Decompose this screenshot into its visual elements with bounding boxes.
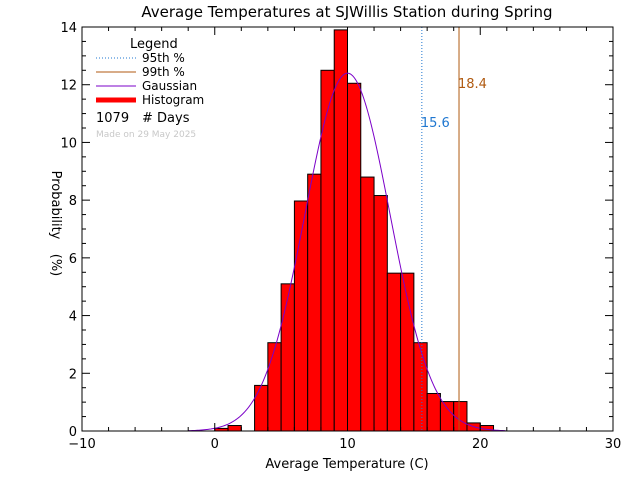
histogram-bar bbox=[307, 173, 322, 432]
legend-entry-label: Histogram bbox=[142, 93, 204, 107]
legend-entry-label: 95th % bbox=[142, 51, 185, 65]
day-count-value: 1079 bbox=[96, 111, 129, 126]
percentile-99-label: 18.4 bbox=[458, 77, 487, 92]
gaussian-curve bbox=[188, 72, 506, 432]
legend-entry-label: Gaussian bbox=[142, 79, 197, 93]
y-axis-unit-label: (%) bbox=[48, 254, 63, 277]
legend-entry-label: 99th % bbox=[142, 65, 185, 79]
y-tick-label: 10 bbox=[60, 136, 77, 151]
y-tick-label: 0 bbox=[69, 425, 77, 440]
legend-title: Legend bbox=[130, 37, 178, 52]
made-on-note: Made on 29 May 2025 bbox=[96, 130, 196, 140]
y-tick-label: 4 bbox=[69, 310, 77, 325]
histogram-bar bbox=[227, 425, 242, 432]
histogram-bars bbox=[214, 29, 495, 432]
histogram-bar bbox=[453, 401, 468, 432]
y-tick-label: 12 bbox=[60, 79, 77, 94]
histogram-bar bbox=[426, 392, 441, 432]
histogram-bar bbox=[267, 342, 282, 432]
histogram-bar bbox=[333, 29, 349, 432]
y-tick-label: 8 bbox=[69, 194, 77, 209]
histogram-bar bbox=[413, 342, 428, 432]
y-axis-label: Probability bbox=[48, 171, 63, 240]
histogram-bar bbox=[439, 401, 455, 432]
histogram-bar bbox=[373, 195, 388, 432]
overlay-lines: 15.6 18.4 bbox=[188, 27, 506, 432]
histogram-bar bbox=[280, 283, 295, 432]
y-tick-label: 2 bbox=[69, 367, 77, 382]
x-tick-label: 30 bbox=[605, 437, 622, 452]
y-tick-label: 6 bbox=[69, 252, 77, 267]
histogram-bar bbox=[360, 176, 375, 432]
day-count-label: # Days bbox=[142, 111, 190, 126]
percentile-95-label: 15.6 bbox=[421, 116, 450, 131]
x-tick-label: 10 bbox=[339, 437, 356, 452]
histogram-bar bbox=[320, 69, 335, 432]
x-tick-label: −10 bbox=[68, 437, 95, 452]
chart-title: Average Temperatures at SJWillis Station… bbox=[141, 3, 552, 21]
x-tick-label: 20 bbox=[472, 437, 489, 452]
x-tick-label: 0 bbox=[211, 437, 219, 452]
histogram-bar bbox=[347, 82, 362, 432]
histogram-bar bbox=[254, 384, 269, 432]
y-tick-label: 14 bbox=[60, 21, 77, 36]
x-axis-label: Average Temperature (C) bbox=[265, 457, 428, 472]
histogram-bar bbox=[386, 272, 402, 432]
